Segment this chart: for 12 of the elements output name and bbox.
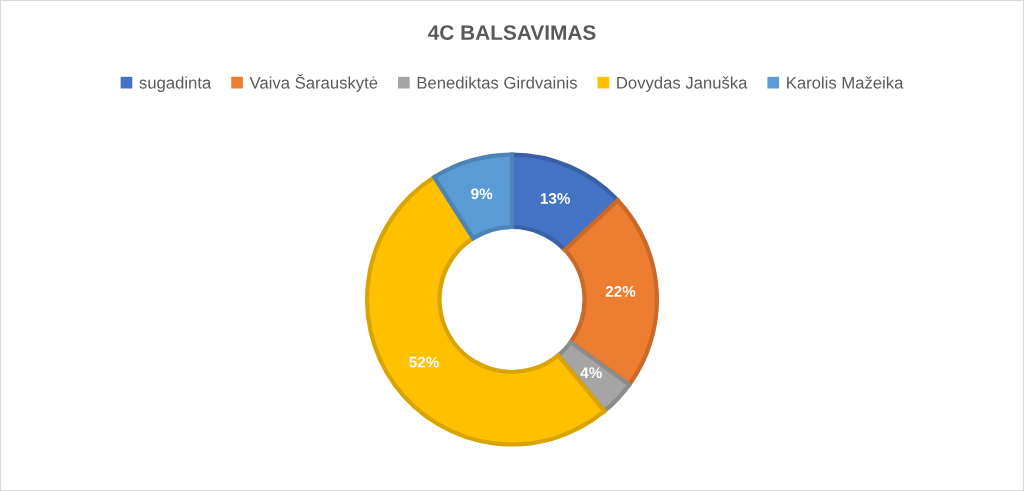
data-label: 22% [605, 285, 636, 297]
data-label: 13% [540, 193, 571, 204]
data-label: 4% [580, 367, 602, 379]
legend-label: Vaiva Šarauskytė [249, 73, 378, 92]
donut-slice [364, 175, 607, 447]
legend-label: Dovydas Januška [617, 76, 748, 92]
data-label: 9% [471, 188, 493, 200]
legend-label: Karolis Mažeika [787, 76, 904, 89]
data-label: 52% [409, 356, 439, 368]
chart-title: 4C BALSAVIMAS [428, 25, 596, 40]
legend-label: sugadinta [139, 76, 212, 92]
legend-label: Benediktas Girdvainis [417, 76, 577, 89]
